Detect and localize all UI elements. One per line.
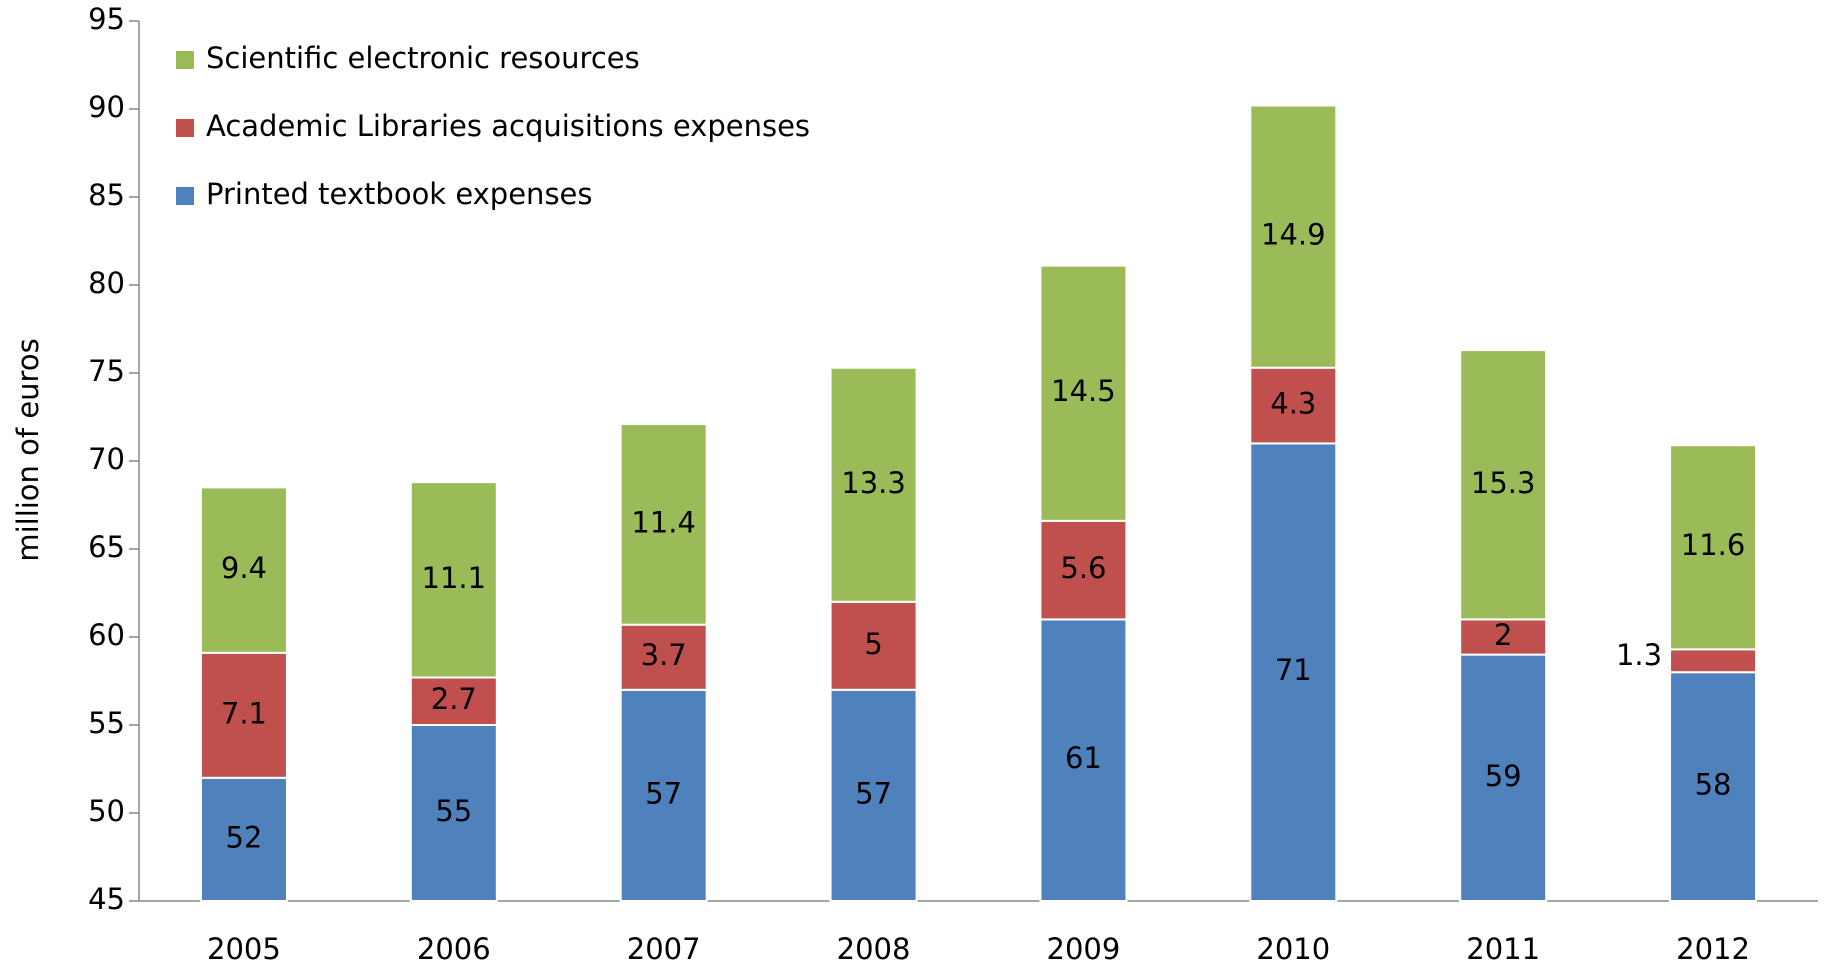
x-tick-label: 2006 [417, 932, 491, 966]
data-label: 57 [645, 776, 682, 810]
data-label: 55 [435, 794, 472, 828]
y-tick-label: 75 [88, 354, 125, 388]
bar-segment [1039, 264, 1128, 522]
data-label: 5.6 [1060, 551, 1106, 585]
bar-segment [199, 486, 288, 654]
data-label: 71 [1275, 653, 1312, 687]
data-label: 5 [864, 627, 882, 661]
legend-label: Scientific electronic resources [206, 41, 640, 75]
data-label: 11.4 [631, 505, 696, 539]
data-label: 4.3 [1270, 387, 1316, 421]
data-label: 57 [855, 776, 892, 810]
y-tick-label: 65 [88, 530, 125, 564]
y-tick-label: 55 [88, 706, 125, 740]
data-label: 59 [1485, 759, 1522, 793]
bar-segment [1669, 671, 1758, 903]
y-tick-label: 50 [88, 794, 125, 828]
bar-segment [199, 776, 288, 902]
legend-label: Printed textbook expenses [206, 177, 593, 211]
x-tick-label: 2012 [1676, 932, 1750, 966]
y-tick-label: 80 [88, 266, 125, 300]
bar-segment [1669, 444, 1758, 651]
y-tick-label: 60 [88, 618, 125, 652]
bar-segment [409, 676, 498, 726]
data-label: 52 [225, 820, 262, 854]
data-label: 3.7 [641, 638, 687, 672]
bar-segment [619, 423, 708, 626]
data-label: 61 [1065, 741, 1102, 775]
bar-segment [409, 481, 498, 679]
x-tick-label: 2011 [1466, 932, 1540, 966]
data-label: 14.9 [1261, 218, 1326, 252]
bar-segment [829, 366, 918, 603]
bar-segment [1669, 648, 1758, 674]
data-label: 15.3 [1471, 466, 1536, 500]
data-label: 2 [1494, 618, 1512, 652]
bar-segment [199, 651, 288, 779]
legend-label: Academic Libraries acquisitions expenses [206, 109, 810, 143]
bar-segment [1249, 366, 1338, 445]
legend-swatch [176, 119, 194, 137]
data-label: 2.7 [431, 682, 477, 716]
data-label: 11.1 [422, 561, 487, 595]
bar-segment [1039, 519, 1128, 621]
bar-segment [619, 688, 708, 902]
legend-swatch [176, 187, 194, 205]
bar-segment [409, 724, 498, 902]
data-label: 1.3 [1616, 638, 1662, 672]
y-tick-label: 70 [88, 442, 125, 476]
data-label: 9.4 [221, 551, 267, 585]
y-axis-label: million of euros [11, 338, 45, 561]
legend-swatch [176, 51, 194, 69]
bar-segment [1039, 618, 1128, 903]
data-label: 58 [1695, 768, 1732, 802]
x-tick-label: 2008 [837, 932, 911, 966]
y-tick-label: 45 [88, 882, 125, 916]
data-label: 14.5 [1051, 374, 1116, 408]
data-label: 13.3 [841, 466, 906, 500]
x-tick-label: 2007 [627, 932, 701, 966]
x-tick-label: 2005 [207, 932, 281, 966]
bar-segment [829, 688, 918, 902]
bar-segment [1249, 104, 1338, 369]
data-label: 11.6 [1681, 528, 1746, 562]
data-label: 7.1 [221, 696, 267, 730]
x-tick-label: 2010 [1256, 932, 1330, 966]
bar-segment [619, 623, 708, 691]
y-tick-label: 85 [88, 178, 125, 212]
bar-segment [1249, 442, 1338, 902]
x-tick-label: 2009 [1047, 932, 1121, 966]
y-tick-label: 90 [88, 90, 125, 124]
y-tick-label: 95 [88, 2, 125, 36]
bar-segment [1459, 349, 1548, 621]
